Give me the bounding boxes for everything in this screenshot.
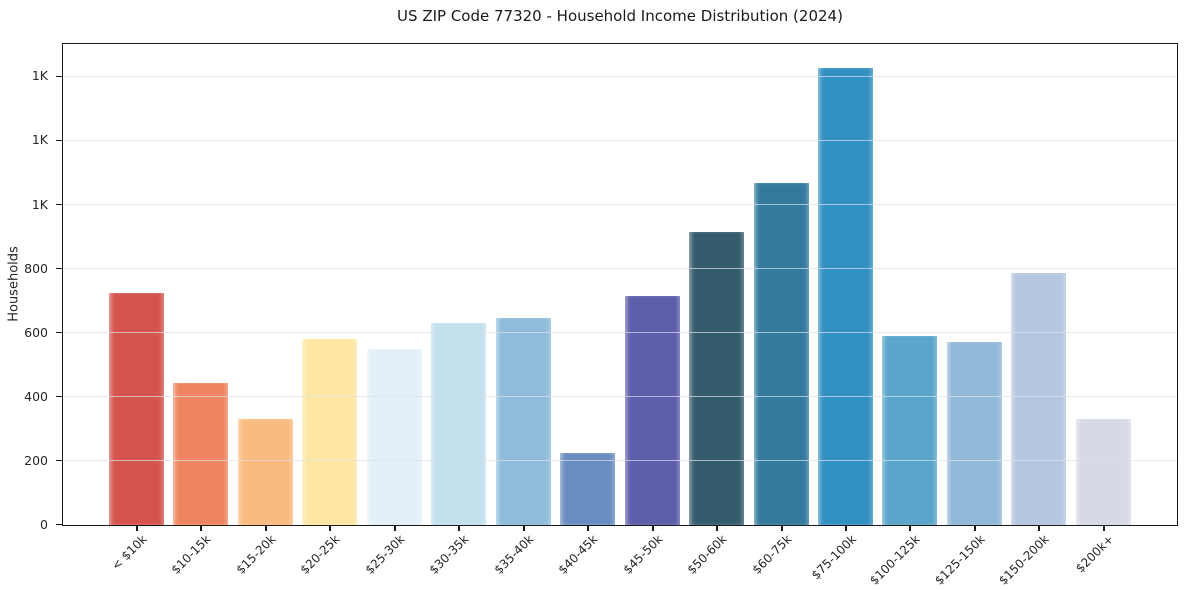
x-tick-label: $35-40k — [491, 532, 537, 577]
x-tick-label: $10-15k — [168, 532, 214, 577]
bar — [495, 317, 551, 525]
x-tick-mark — [458, 526, 460, 531]
x-tick-label: $50-60k — [684, 532, 730, 577]
x-tick-label: $150-200k — [996, 532, 1052, 588]
x-tick-mark — [1038, 526, 1040, 531]
bar — [173, 382, 229, 525]
bar — [1075, 419, 1131, 525]
bar — [302, 339, 358, 525]
x-tick-mark — [974, 526, 976, 531]
x-tick-label: $20-25k — [297, 532, 343, 577]
x-tick-mark — [909, 526, 911, 531]
x-tick-mark — [329, 526, 331, 531]
bar — [560, 452, 616, 525]
bar — [366, 348, 422, 525]
y-tick-label: 200 — [24, 452, 48, 468]
plot-area — [62, 43, 1178, 526]
y-tick-label: 400 — [24, 388, 48, 404]
x-tick-label: $75-100k — [808, 532, 859, 583]
bar — [753, 182, 809, 525]
bar — [817, 67, 873, 525]
x-tick-mark — [200, 526, 202, 531]
y-tick-mark — [56, 459, 62, 462]
x-tick-mark — [587, 526, 589, 531]
x-tick-label: < $10k — [108, 532, 150, 573]
y-tick-label: 1K — [31, 196, 48, 212]
y-tick-mark — [56, 331, 62, 334]
x-tick-label: $125-150k — [932, 532, 988, 588]
y-tick-mark — [56, 75, 62, 78]
x-tick-mark — [716, 526, 718, 531]
bar — [689, 231, 745, 525]
x-tick-label: $40-45k — [555, 532, 601, 577]
x-tick-mark — [652, 526, 654, 531]
y-tick-label: 800 — [24, 260, 48, 276]
bar — [946, 341, 1002, 525]
y-tick-mark — [56, 139, 62, 142]
x-tick-mark — [523, 526, 525, 531]
x-tick-label: $200k+ — [1073, 532, 1117, 576]
x-tick-label: $30-35k — [426, 532, 472, 577]
x-tick-label: $45-50k — [620, 532, 666, 577]
bar — [624, 295, 680, 525]
x-tick-mark — [394, 526, 396, 531]
x-tick-mark — [265, 526, 267, 531]
y-tick-label: 1K — [31, 68, 48, 84]
x-tick-mark — [845, 526, 847, 531]
bars-container — [63, 44, 1177, 525]
x-tick-label: $100-125k — [867, 532, 923, 588]
x-tick-mark — [136, 526, 138, 531]
bar — [431, 323, 487, 525]
bar — [1011, 272, 1067, 525]
y-tick-label: 1K — [31, 132, 48, 148]
y-tick-label: 600 — [24, 324, 48, 340]
bar — [237, 418, 293, 525]
y-tick-mark — [56, 395, 62, 398]
y-tick-mark — [56, 203, 62, 206]
chart-title: US ZIP Code 77320 - Household Income Dis… — [397, 7, 843, 25]
y-axis-title: Households — [6, 246, 22, 322]
x-tick-label: $15-20k — [233, 532, 279, 577]
y-tick-mark — [56, 267, 62, 270]
x-tick-label: $60-75k — [749, 532, 795, 577]
y-tick-mark — [56, 523, 62, 526]
x-tick-mark — [781, 526, 783, 531]
y-tick-label: 0 — [40, 516, 48, 532]
bar — [109, 292, 164, 525]
x-tick-label: $25-30k — [362, 532, 408, 577]
x-tick-mark — [1103, 526, 1105, 531]
bar — [882, 335, 938, 525]
